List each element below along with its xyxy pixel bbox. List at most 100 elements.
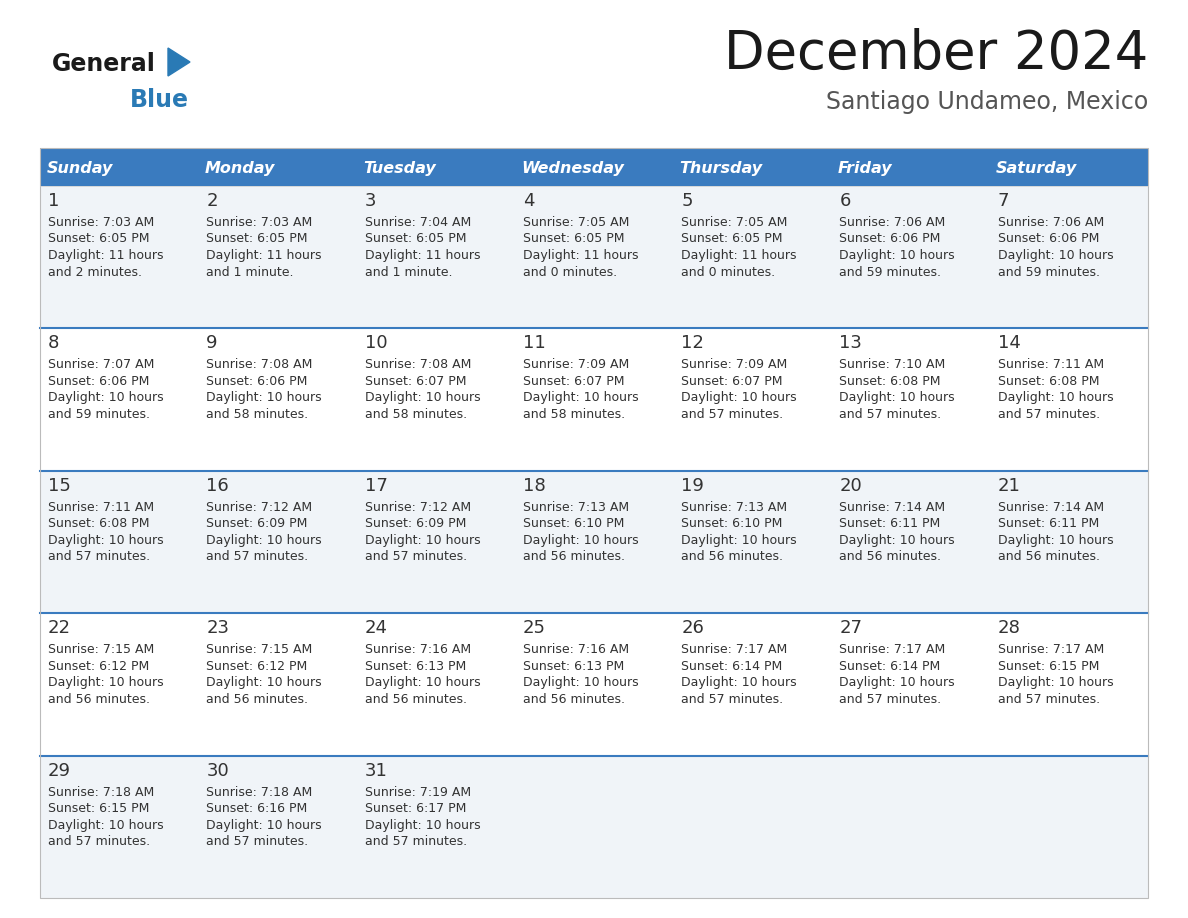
Text: Sunset: 6:11 PM: Sunset: 6:11 PM: [840, 518, 941, 531]
Bar: [674, 471, 832, 613]
Bar: [356, 613, 514, 756]
Bar: [832, 186, 990, 329]
Text: Daylight: 11 hours: Daylight: 11 hours: [48, 249, 164, 262]
Text: Daylight: 10 hours: Daylight: 10 hours: [365, 819, 480, 832]
Text: Daylight: 11 hours: Daylight: 11 hours: [523, 249, 638, 262]
Text: Sunset: 6:07 PM: Sunset: 6:07 PM: [523, 375, 625, 388]
Text: 1: 1: [48, 192, 59, 210]
Text: and 57 minutes.: and 57 minutes.: [365, 835, 467, 848]
Text: and 56 minutes.: and 56 minutes.: [48, 693, 150, 706]
Text: 10: 10: [365, 334, 387, 353]
Text: and 2 minutes.: and 2 minutes.: [48, 265, 143, 278]
Text: Daylight: 10 hours: Daylight: 10 hours: [523, 677, 638, 689]
Text: and 57 minutes.: and 57 minutes.: [998, 693, 1100, 706]
Text: Wednesday: Wednesday: [522, 161, 624, 175]
Text: and 58 minutes.: and 58 minutes.: [207, 408, 309, 420]
Bar: [514, 471, 674, 613]
Text: Daylight: 10 hours: Daylight: 10 hours: [840, 249, 955, 262]
Text: Sunset: 6:06 PM: Sunset: 6:06 PM: [207, 375, 308, 388]
Text: 31: 31: [365, 762, 387, 779]
Text: 7: 7: [998, 192, 1010, 210]
Bar: [40, 471, 198, 613]
Text: and 57 minutes.: and 57 minutes.: [207, 835, 309, 848]
Text: Sunset: 6:06 PM: Sunset: 6:06 PM: [48, 375, 150, 388]
Text: and 57 minutes.: and 57 minutes.: [840, 408, 942, 420]
Text: Daylight: 10 hours: Daylight: 10 hours: [365, 677, 480, 689]
Text: and 57 minutes.: and 57 minutes.: [681, 408, 783, 420]
Text: Sunrise: 7:16 AM: Sunrise: 7:16 AM: [365, 644, 470, 656]
Text: Sunrise: 7:15 AM: Sunrise: 7:15 AM: [48, 644, 154, 656]
Bar: [674, 186, 832, 329]
Bar: [832, 148, 990, 186]
Text: Sunset: 6:09 PM: Sunset: 6:09 PM: [365, 518, 466, 531]
Text: Daylight: 10 hours: Daylight: 10 hours: [207, 819, 322, 832]
Text: Daylight: 10 hours: Daylight: 10 hours: [681, 677, 797, 689]
Text: Sunset: 6:14 PM: Sunset: 6:14 PM: [840, 660, 941, 673]
Text: Daylight: 10 hours: Daylight: 10 hours: [365, 391, 480, 405]
Text: Daylight: 10 hours: Daylight: 10 hours: [840, 677, 955, 689]
Text: and 57 minutes.: and 57 minutes.: [48, 550, 150, 564]
Bar: [674, 756, 832, 898]
Bar: [198, 756, 356, 898]
Text: Friday: Friday: [838, 161, 892, 175]
Text: and 0 minutes.: and 0 minutes.: [523, 265, 617, 278]
Text: 6: 6: [840, 192, 851, 210]
Bar: [40, 756, 198, 898]
Bar: [40, 148, 1148, 898]
Text: 23: 23: [207, 620, 229, 637]
Text: Daylight: 10 hours: Daylight: 10 hours: [365, 533, 480, 547]
Text: Daylight: 10 hours: Daylight: 10 hours: [681, 391, 797, 405]
Bar: [674, 329, 832, 471]
Text: 16: 16: [207, 476, 229, 495]
Text: Daylight: 10 hours: Daylight: 10 hours: [681, 533, 797, 547]
Text: Sunset: 6:07 PM: Sunset: 6:07 PM: [681, 375, 783, 388]
Text: Thursday: Thursday: [680, 161, 763, 175]
Text: Sunset: 6:05 PM: Sunset: 6:05 PM: [48, 232, 150, 245]
Text: and 57 minutes.: and 57 minutes.: [681, 693, 783, 706]
Text: and 59 minutes.: and 59 minutes.: [48, 408, 150, 420]
Text: Daylight: 10 hours: Daylight: 10 hours: [840, 533, 955, 547]
Bar: [990, 471, 1148, 613]
Bar: [674, 148, 832, 186]
Text: Sunset: 6:12 PM: Sunset: 6:12 PM: [207, 660, 308, 673]
Text: Daylight: 10 hours: Daylight: 10 hours: [48, 677, 164, 689]
Bar: [198, 613, 356, 756]
Text: Daylight: 10 hours: Daylight: 10 hours: [523, 533, 638, 547]
Bar: [514, 613, 674, 756]
Text: General: General: [52, 52, 156, 76]
Text: Sunset: 6:05 PM: Sunset: 6:05 PM: [681, 232, 783, 245]
Text: Daylight: 10 hours: Daylight: 10 hours: [998, 533, 1113, 547]
Text: Daylight: 10 hours: Daylight: 10 hours: [998, 249, 1113, 262]
Bar: [832, 471, 990, 613]
Text: Sunrise: 7:09 AM: Sunrise: 7:09 AM: [523, 358, 630, 372]
Text: Sunset: 6:06 PM: Sunset: 6:06 PM: [998, 232, 1099, 245]
Text: Sunrise: 7:18 AM: Sunrise: 7:18 AM: [207, 786, 312, 799]
Text: and 56 minutes.: and 56 minutes.: [523, 550, 625, 564]
Text: 22: 22: [48, 620, 71, 637]
Text: Daylight: 10 hours: Daylight: 10 hours: [207, 533, 322, 547]
Text: Sunrise: 7:03 AM: Sunrise: 7:03 AM: [48, 216, 154, 229]
Text: Sunrise: 7:08 AM: Sunrise: 7:08 AM: [207, 358, 312, 372]
Text: and 57 minutes.: and 57 minutes.: [365, 550, 467, 564]
Text: and 56 minutes.: and 56 minutes.: [365, 693, 467, 706]
Text: Daylight: 10 hours: Daylight: 10 hours: [840, 391, 955, 405]
Text: Sunset: 6:10 PM: Sunset: 6:10 PM: [681, 518, 783, 531]
Bar: [356, 471, 514, 613]
Text: 17: 17: [365, 476, 387, 495]
Text: and 1 minute.: and 1 minute.: [365, 265, 453, 278]
Text: 9: 9: [207, 334, 217, 353]
Text: Sunrise: 7:04 AM: Sunrise: 7:04 AM: [365, 216, 470, 229]
Text: Sunrise: 7:18 AM: Sunrise: 7:18 AM: [48, 786, 154, 799]
Bar: [990, 756, 1148, 898]
Text: Daylight: 10 hours: Daylight: 10 hours: [207, 677, 322, 689]
Text: and 57 minutes.: and 57 minutes.: [207, 550, 309, 564]
Bar: [356, 186, 514, 329]
Text: Sunrise: 7:13 AM: Sunrise: 7:13 AM: [523, 501, 628, 514]
Text: 11: 11: [523, 334, 545, 353]
Text: Sunset: 6:15 PM: Sunset: 6:15 PM: [48, 802, 150, 815]
Text: Sunset: 6:08 PM: Sunset: 6:08 PM: [48, 518, 150, 531]
Text: Daylight: 10 hours: Daylight: 10 hours: [998, 391, 1113, 405]
Text: Sunrise: 7:15 AM: Sunrise: 7:15 AM: [207, 644, 312, 656]
Bar: [40, 329, 198, 471]
Text: Sunset: 6:14 PM: Sunset: 6:14 PM: [681, 660, 783, 673]
